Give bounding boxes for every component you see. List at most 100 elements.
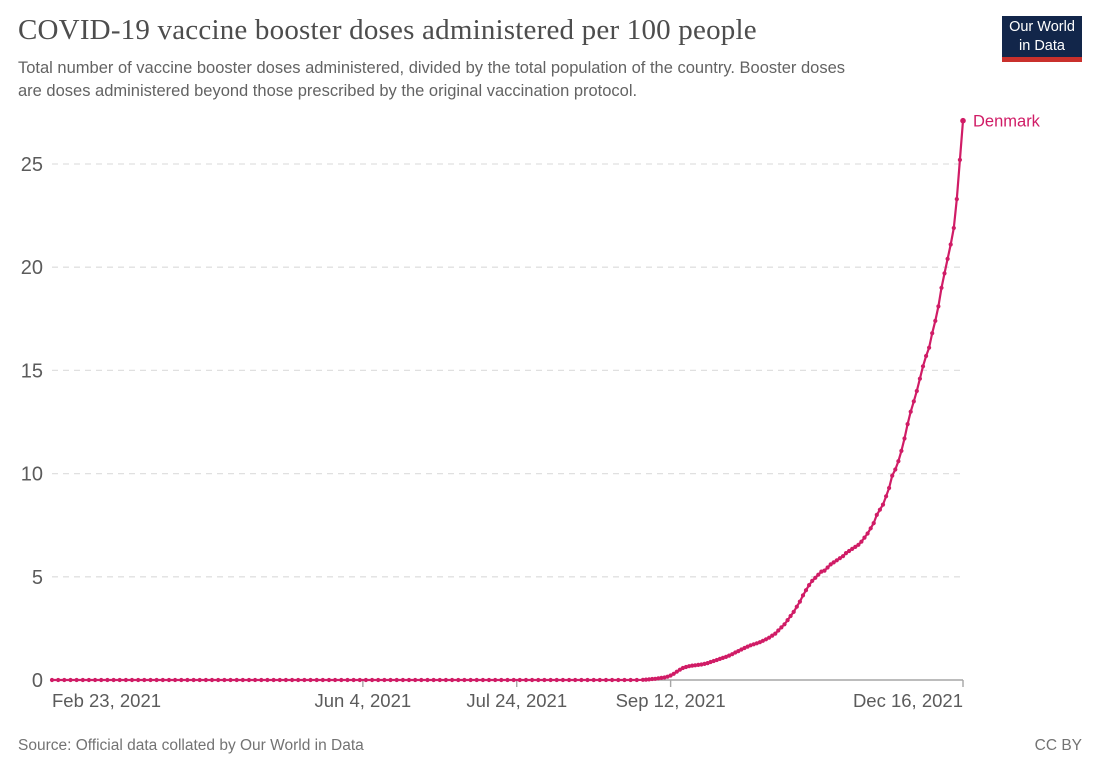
data-point — [653, 676, 658, 681]
license-cc-by-link[interactable]: CC BY — [1034, 737, 1082, 754]
data-point — [425, 677, 430, 683]
data-point — [394, 677, 399, 683]
data-point — [93, 677, 98, 683]
data-point — [874, 512, 879, 518]
data-point — [736, 649, 741, 654]
data-point — [785, 618, 790, 623]
data-point — [927, 345, 932, 350]
data-point — [296, 677, 301, 683]
data-point — [542, 677, 547, 683]
data-point — [693, 663, 698, 668]
data-point — [419, 677, 424, 683]
data-point — [603, 677, 609, 683]
data-point — [74, 677, 79, 683]
series-label-denmark[interactable]: Denmark — [973, 113, 1041, 131]
data-point — [954, 197, 959, 202]
data-point — [896, 459, 901, 464]
data-point — [628, 677, 633, 683]
owid-logo[interactable]: Our World in Data — [1002, 16, 1082, 62]
data-point — [56, 677, 61, 683]
data-point — [253, 677, 258, 683]
denmark-line[interactable] — [50, 119, 965, 682]
data-point — [567, 677, 572, 683]
data-point — [930, 331, 935, 336]
data-point — [302, 677, 307, 683]
data-point — [505, 677, 510, 683]
data-point — [948, 242, 953, 247]
data-point — [640, 677, 646, 682]
data-point — [770, 633, 775, 638]
data-point — [837, 556, 843, 561]
data-point — [511, 677, 516, 683]
data-point — [388, 677, 393, 683]
data-point — [382, 677, 387, 683]
data-point — [674, 669, 679, 674]
data-point — [271, 677, 276, 683]
data-point — [791, 609, 796, 615]
data-point — [807, 583, 812, 588]
data-point — [86, 677, 91, 683]
data-point — [862, 535, 867, 540]
data-point — [905, 422, 910, 427]
data-point — [828, 562, 833, 567]
data-point — [610, 677, 615, 683]
data-point — [782, 622, 787, 627]
data-point — [203, 677, 208, 683]
data-point — [573, 677, 578, 683]
data-point — [585, 677, 590, 683]
data-point — [99, 677, 104, 683]
data-point — [351, 677, 356, 683]
y-axis-label-25: 25 — [21, 154, 43, 176]
data-point — [376, 677, 381, 683]
data-point — [339, 677, 344, 683]
data-point — [871, 521, 876, 526]
data-point — [924, 353, 929, 359]
owid-logo-line-1: Our World — [1009, 18, 1075, 35]
x-axis-label-201: Sep 12, 2021 — [616, 690, 726, 711]
data-point — [400, 677, 405, 683]
data-point — [166, 677, 172, 683]
data-point — [111, 677, 116, 683]
data-point — [914, 388, 919, 394]
data-point — [884, 494, 889, 499]
data-point — [890, 473, 895, 478]
data-point — [474, 677, 479, 683]
data-point — [129, 677, 135, 683]
data-point — [825, 565, 830, 570]
data-point — [222, 677, 227, 683]
data-point — [333, 677, 338, 683]
data-point — [643, 677, 649, 682]
data-point — [443, 677, 448, 683]
data-point — [847, 548, 852, 554]
data-point — [899, 448, 904, 453]
data-point — [49, 677, 55, 683]
data-point — [554, 677, 559, 683]
data-point — [957, 157, 963, 162]
data-point — [413, 677, 418, 683]
data-point — [908, 409, 913, 414]
data-point — [767, 635, 772, 640]
data-point — [834, 558, 839, 563]
data-point — [154, 677, 159, 683]
data-point — [105, 677, 110, 683]
y-axis-label-15: 15 — [21, 360, 43, 382]
x-axis-label-151: Jul 24, 2021 — [466, 690, 567, 711]
data-point — [797, 599, 803, 604]
data-point — [209, 677, 215, 683]
data-point — [773, 631, 778, 636]
data-point — [868, 526, 873, 531]
data-point — [123, 677, 128, 683]
data-point — [803, 588, 809, 593]
data-point — [462, 677, 467, 683]
data-point — [893, 467, 898, 472]
chart-subtitle: Total number of vaccine booster doses ad… — [18, 57, 845, 103]
data-point — [117, 677, 122, 683]
data-point — [234, 677, 239, 683]
data-point — [960, 117, 966, 124]
data-point — [650, 676, 655, 682]
data-point — [856, 542, 861, 547]
data-point — [840, 554, 846, 559]
data-point — [788, 613, 793, 619]
data-point — [763, 637, 769, 642]
